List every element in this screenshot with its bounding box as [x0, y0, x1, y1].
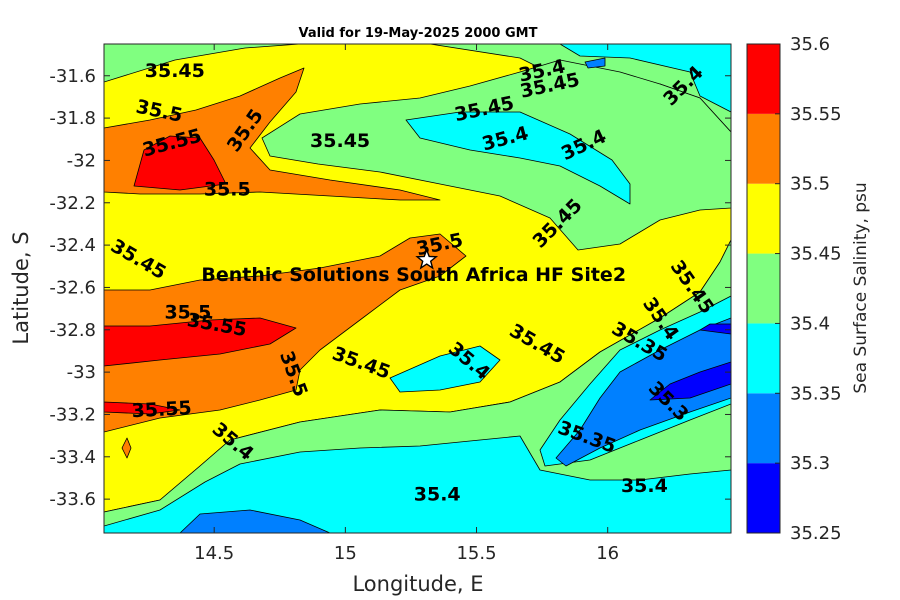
contour-band-35.35-35.4-mid	[389, 345, 501, 393]
y-tick-label: -32	[67, 150, 96, 171]
colorbar-frame	[746, 43, 781, 534]
contour-band-35.3-35.35-south	[179, 509, 331, 533]
contour-band-35.55-35.6-north	[133, 135, 227, 191]
x-tick-label: 15.5	[456, 543, 496, 564]
contour-label: 35.4	[414, 483, 461, 505]
site-star-icon	[415, 247, 439, 270]
colorbar-tick-label: 35.45	[790, 244, 842, 265]
site-marker: Benthic Solutions South Africa HF Site2	[201, 247, 626, 286]
y-tick-label: -32.6	[49, 277, 96, 298]
colorbar-swatch	[747, 253, 780, 324]
y-tick-label: -31.8	[49, 108, 96, 129]
colorbar-swatch	[747, 463, 780, 533]
colorbar-swatch	[747, 393, 780, 464]
contour-band-35.25-35.3-west	[699, 323, 731, 335]
y-tick-label: -31.6	[49, 66, 96, 87]
colorbar-tick-label: 35.6	[790, 34, 830, 55]
y-tick-label: -32.8	[49, 320, 96, 341]
contour-band-35.55-35.6-central	[104, 317, 297, 367]
y-axis-label: Latitude, S	[9, 231, 33, 344]
colorbar-tick-label: 35.4	[790, 313, 830, 334]
contour-label: 35.5	[164, 301, 211, 323]
y-axis-ticks: -31.6 -31.8 -32 -32.2 -32.4 -32.6 -32.8 -33 -33.…	[49, 66, 731, 510]
x-axis-label: Longitude, E	[352, 572, 483, 596]
colorbar-swatch	[747, 183, 780, 254]
contour-band-35.35-35.4-lower	[104, 435, 731, 533]
colorbar-swatch	[747, 44, 780, 114]
contour-band-35.55-35.6-sw	[104, 401, 181, 415]
colorbar-label: Sea Surface Salinity, psu	[851, 182, 871, 393]
colorbar-tick-label: 35.35	[790, 383, 842, 404]
contour-band-35.35-35.4-upper	[405, 111, 631, 205]
x-tick-label: 14.5	[194, 543, 234, 564]
x-tick-label: 16	[596, 543, 619, 564]
y-tick-label: -32.2	[49, 193, 96, 214]
colorbar-tick-label: 35.5	[790, 174, 830, 195]
colorbar-tick-label: 35.3	[790, 453, 830, 474]
contour-label: 35.45	[145, 60, 205, 82]
colorbar-swatch	[747, 113, 780, 184]
y-tick-label: -33	[67, 362, 96, 383]
contour-band-35.4-35.45-upper	[261, 59, 731, 251]
y-tick-label: -32.4	[49, 235, 96, 256]
site-label: Benthic Solutions South Africa HF Site2	[201, 264, 626, 286]
plot-frame	[103, 43, 732, 534]
contour-band-35.5-35.55-patch	[121, 437, 132, 459]
y-tick-label: -33.4	[49, 447, 96, 468]
contour-label: 35.55	[131, 397, 192, 422]
x-axis-ticks: 14.5 15 15.5 16	[194, 44, 619, 564]
contour-label: 35.4	[621, 475, 668, 497]
contour-band-35.35-35.4-corner	[559, 44, 731, 113]
colorbar: 35.25 35.3 35.35 35.4 35.45 35.5 35.55 35.6	[746, 34, 842, 544]
y-tick-label: -33.6	[49, 489, 96, 510]
y-tick-label: -33.2	[49, 404, 96, 425]
contour-band-35.3-35.35-east	[555, 317, 731, 467]
chart-title: Valid for 19-May-2025 2000 GMT	[299, 26, 538, 41]
contour-label: 35.5	[204, 179, 251, 201]
contour-label: 35.45	[310, 130, 370, 152]
colorbar-swatch	[747, 323, 780, 394]
contour-band-35.3-35.35-patch	[584, 57, 606, 69]
x-tick-label: 15	[334, 543, 357, 564]
plot-area	[104, 44, 731, 533]
colorbar-tick-label: 35.55	[790, 104, 842, 125]
colorbar-tick-label: 35.25	[790, 523, 842, 544]
contour-band-35.25-35.3	[649, 361, 731, 401]
